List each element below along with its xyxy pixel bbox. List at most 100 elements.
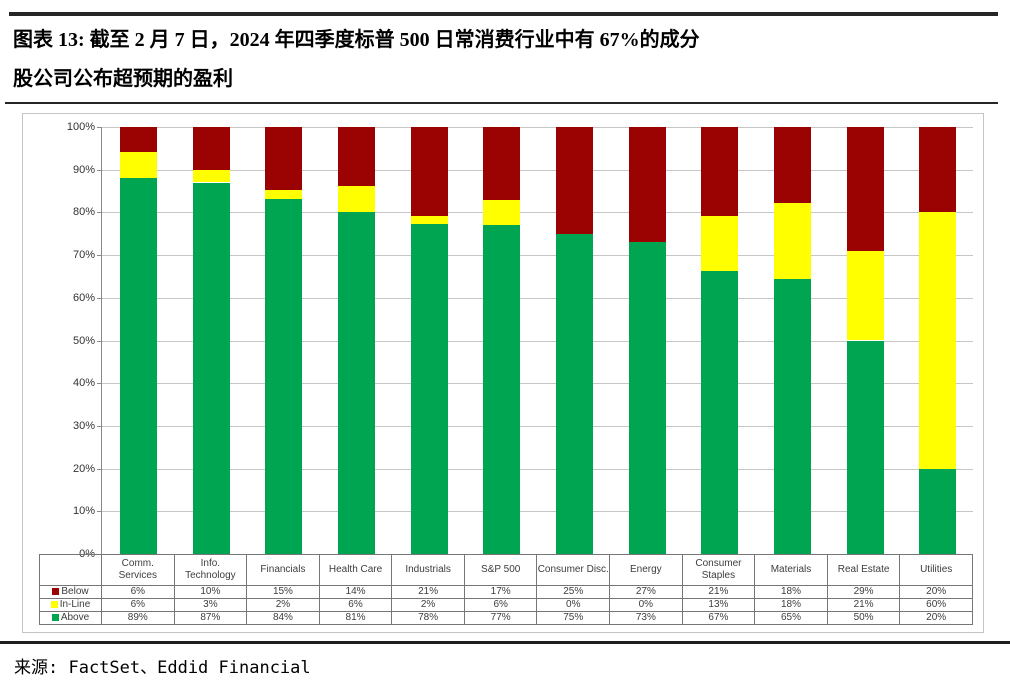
legend-swatch-icon [50,601,58,608]
bar-segment-below-5 [483,127,521,200]
table-col-header: S&P 500 [463,554,538,586]
bar-segment-below-7 [628,127,666,243]
table-row: Below 6% 10% 15% 14% 21% 17% 25% 27% 21% 18% 29% 20% [39,585,973,599]
table-value-cell: 14% [318,585,393,599]
bar-segment-in-line-3 [337,186,375,212]
table-value-cell: 78% [391,611,465,625]
table-col-header: Consumer Staples [681,554,756,586]
bar-segment-below-9 [773,127,811,204]
y-axis-tick-label: 90% [72,163,95,176]
table-value-cell: 29% [826,585,901,599]
y-axis-tick [97,340,101,342]
table-value-cell: 65% [754,611,828,625]
table-row: In-Line 6% 3% 2% 6% 2% 6% 0% 0% 13% 18% 21% 60% [39,598,973,612]
table-value-cell: 60% [899,598,973,612]
bar-segment-in-line-8 [701,215,739,271]
table-col-header: Health Care [318,554,393,586]
table-value-cell: 89% [101,611,175,625]
table-col-header: Materials [754,554,828,586]
bar-segment-above-8 [701,270,739,554]
y-axis-tick [97,297,101,299]
table-value-cell: 21% [681,585,756,599]
y-axis-tick-label: 50% [72,334,95,347]
table-col-header: Utilities [899,554,973,586]
bar-segment-below-11 [919,127,957,213]
y-axis-tick [97,212,101,214]
bar-segment-above-4 [410,224,448,554]
table-value-cell: 84% [246,611,320,625]
gridline [102,297,973,299]
page-title: 图表 13: 截至 2 月 7 日，2024 年四季度标普 500 日常消费行业… [13,21,998,99]
table-value-cell: 77% [463,611,538,625]
bar-segment-above-11 [919,468,957,554]
table-value-cell: 18% [754,598,828,612]
table-value-cell: 18% [754,585,828,599]
legend-below: Below [39,585,102,599]
table-value-cell: 3% [173,598,248,612]
bar-segment-below-2 [265,127,303,191]
table-value-cell: 0% [536,598,611,612]
bar-segment-in-line-4 [410,215,448,225]
y-axis-tick-label: 20% [72,462,95,475]
table-value-cell: 87% [173,611,248,625]
gridline [102,169,973,171]
table-value-cell: 10% [173,585,248,599]
table-col-header: Financials [246,554,320,586]
table-value-cell: 25% [536,585,611,599]
bar-segment-below-10 [846,127,884,251]
bar-segment-above-7 [628,242,666,554]
bar-segment-in-line-5 [483,199,521,226]
plot-area [101,127,973,554]
gridline [102,511,973,513]
table-value-cell: 6% [463,598,538,612]
bar-segment-above-0 [119,177,157,554]
gridline [102,127,973,128]
table-value-cell: 17% [463,585,538,599]
table-value-cell: 27% [609,585,683,599]
table-value-cell: 0% [609,598,683,612]
bar-segment-below-6 [555,127,593,234]
legend-in-line: In-Line [39,598,102,612]
table-col-header: Consumer Disc. [536,554,611,586]
bar-segment-below-1 [192,127,230,170]
y-axis-tick [97,383,101,385]
table-col-header: Info. Technology [173,554,248,586]
y-axis-tick [97,169,101,171]
y-axis-tick-label: 100% [66,121,95,133]
table-col-header: Industrials [391,554,465,586]
bar-segment-below-8 [701,127,739,216]
table-value-cell: 6% [101,598,175,612]
table-value-cell: 20% [899,585,973,599]
bar-segment-above-2 [265,198,303,554]
y-axis-tick-label: 30% [72,419,95,432]
data-table: Comm. Services Info. Technology Financials… [39,554,973,625]
table-value-cell: 2% [246,598,320,612]
bar-segment-in-line-10 [846,250,884,341]
y-axis-tick-label: 80% [72,206,95,219]
top-divider [9,12,998,16]
table-value-cell: 15% [246,585,320,599]
table-value-cell: 75% [536,611,611,625]
table-value-cell: 20% [899,611,973,625]
y-axis-tick-label: 60% [72,291,95,304]
y-axis-tick [97,511,101,513]
bar-segment-in-line-1 [192,169,230,183]
table-value-cell: 81% [318,611,393,625]
chart-container: 0% 10% 20% 30% 40% 50% 60% 70% 80% 90% 100% Comm. … [22,113,984,633]
table-value-cell: 13% [681,598,756,612]
table-value-cell: 21% [826,598,901,612]
bar-segment-above-10 [846,340,884,554]
table-value-cell: 6% [318,598,393,612]
table-row: Above 89% 87% 84% 81% 78% 77% 75% 73% 67% 65% 50% 20… [39,611,973,625]
table-value-cell: 6% [101,585,175,599]
y-axis-tick [97,127,101,128]
y-axis-tick [97,468,101,470]
bar-segment-in-line-11 [919,212,957,469]
bottom-divider [0,641,1010,644]
table-value-cell: 21% [391,585,465,599]
source-note: 来源: FactSet、Eddid Financial [14,658,311,678]
table-col-header: Comm. Services [101,554,175,586]
gridline [102,468,973,470]
table-corner-cell [39,554,102,586]
bar-segment-above-1 [192,182,230,554]
